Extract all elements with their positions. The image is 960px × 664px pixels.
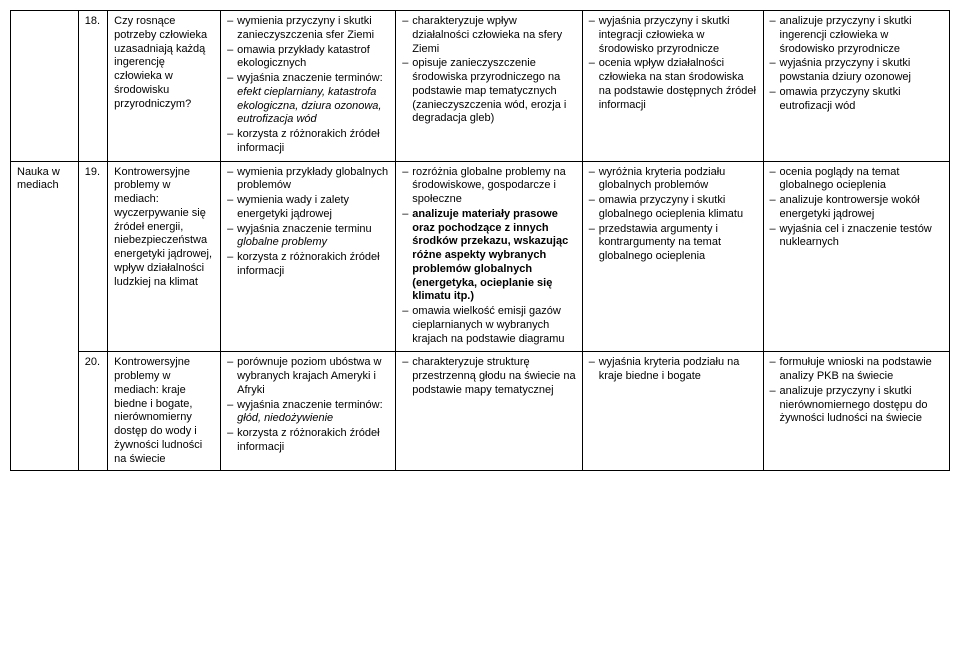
outcome-cell: charakteryzuje wpływ działalności człowi…	[396, 11, 582, 162]
outcome-item: charakteryzuje strukturę przestrzenną gł…	[402, 356, 575, 397]
outcome-item: porównuje poziom ubóstwa w wybranych kra…	[227, 356, 389, 397]
topic-cell: Kontrowersyjne problemy w mediach: wycze…	[108, 161, 221, 352]
row-number: 18.	[78, 11, 107, 162]
outcome-item: omawia wielkość emisji gazów cieplarnian…	[402, 305, 575, 346]
outcome-item: omawia przyczyny skutki eutrofizacji wód	[770, 86, 943, 114]
curriculum-table: 18.Czy rosnące potrzeby człowieka uzasad…	[10, 10, 950, 471]
outcome-item: korzysta z różnorakich źródeł informacji	[227, 251, 389, 279]
outcome-cell: ocenia poglądy na temat globalnego ociep…	[763, 161, 949, 352]
outcome-item: analizuje przyczyny i skutki ingerencji …	[770, 15, 943, 56]
outcome-item: omawia przykłady katastrof ekologicznych	[227, 44, 389, 72]
outcome-item: wymienia przykłady globalnych problemów	[227, 166, 389, 194]
table-row: 20.Kontrowersyjne problemy w mediach: kr…	[11, 352, 950, 471]
outcome-item: rozróżnia globalne problemy na środowisk…	[402, 166, 575, 207]
table-row: 18.Czy rosnące potrzeby człowieka uzasad…	[11, 11, 950, 162]
outcome-item: opisuje zanieczyszczenie środowiska przy…	[402, 57, 575, 126]
outcome-item: wyjaśnia przyczyny i skutki powstania dz…	[770, 57, 943, 85]
outcome-cell: analizuje przyczyny i skutki ingerencji …	[763, 11, 949, 162]
outcome-cell: charakteryzuje strukturę przestrzenną gł…	[396, 352, 582, 471]
outcome-cell: porównuje poziom ubóstwa w wybranych kra…	[221, 352, 396, 471]
outcome-item: wymienia przyczyny i skutki zanieczyszcz…	[227, 15, 389, 43]
outcome-cell: wyjaśnia kryteria podziału na kraje bied…	[582, 352, 763, 471]
outcome-cell: wymienia przyczyny i skutki zanieczyszcz…	[221, 11, 396, 162]
section-cell	[11, 11, 79, 162]
outcome-cell: wyróżnia kryteria podziału globalnych pr…	[582, 161, 763, 352]
outcome-item: wyjaśnia znaczenie terminów: efekt ciepl…	[227, 72, 389, 127]
outcome-item: korzysta z różnorakich źródeł informacji	[227, 128, 389, 156]
outcome-item: przedstawia argumenty i kontrargumenty n…	[589, 223, 757, 264]
row-number: 19.	[78, 161, 107, 352]
outcome-item: analizuje kontrowersje wokół energetyki …	[770, 194, 943, 222]
section-cell: Nauka w mediach	[11, 161, 79, 471]
outcome-item: omawia przyczyny i skutki globalnego oci…	[589, 194, 757, 222]
outcome-item: korzysta z różnorakich źródeł informacji	[227, 427, 389, 455]
table-row: Nauka w mediach19.Kontrowersyjne problem…	[11, 161, 950, 352]
outcome-item: analizuje przyczyny i skutki nierównomie…	[770, 385, 943, 426]
outcome-item: ocenia poglądy na temat globalnego ociep…	[770, 166, 943, 194]
outcome-item: wyjaśnia przyczyny i skutki integracji c…	[589, 15, 757, 56]
outcome-cell: rozróżnia globalne problemy na środowisk…	[396, 161, 582, 352]
outcome-item: formułuje wnioski na podstawie analizy P…	[770, 356, 943, 384]
outcome-item: wyróżnia kryteria podziału globalnych pr…	[589, 166, 757, 194]
outcome-item: charakteryzuje wpływ działalności człowi…	[402, 15, 575, 56]
outcome-item: wyjaśnia cel i znaczenie testów nuklearn…	[770, 223, 943, 251]
outcome-item: wyjaśnia znaczenie terminu globalne prob…	[227, 223, 389, 251]
outcome-item: wyjaśnia znaczenie terminów: głód, niedo…	[227, 399, 389, 427]
outcome-cell: formułuje wnioski na podstawie analizy P…	[763, 352, 949, 471]
outcome-item: ocenia wpływ działalności człowieka na s…	[589, 57, 757, 112]
topic-cell: Kontrowersyjne problemy w mediach: kraje…	[108, 352, 221, 471]
outcome-item: wymienia wady i zalety energetyki jądrow…	[227, 194, 389, 222]
outcome-item: analizuje materiały prasowe oraz pochodz…	[402, 208, 575, 304]
outcome-cell: wymienia przykłady globalnych problemóww…	[221, 161, 396, 352]
row-number: 20.	[78, 352, 107, 471]
outcome-cell: wyjaśnia przyczyny i skutki integracji c…	[582, 11, 763, 162]
topic-cell: Czy rosnące potrzeby człowieka uzasadnia…	[108, 11, 221, 162]
outcome-item: wyjaśnia kryteria podziału na kraje bied…	[589, 356, 757, 384]
